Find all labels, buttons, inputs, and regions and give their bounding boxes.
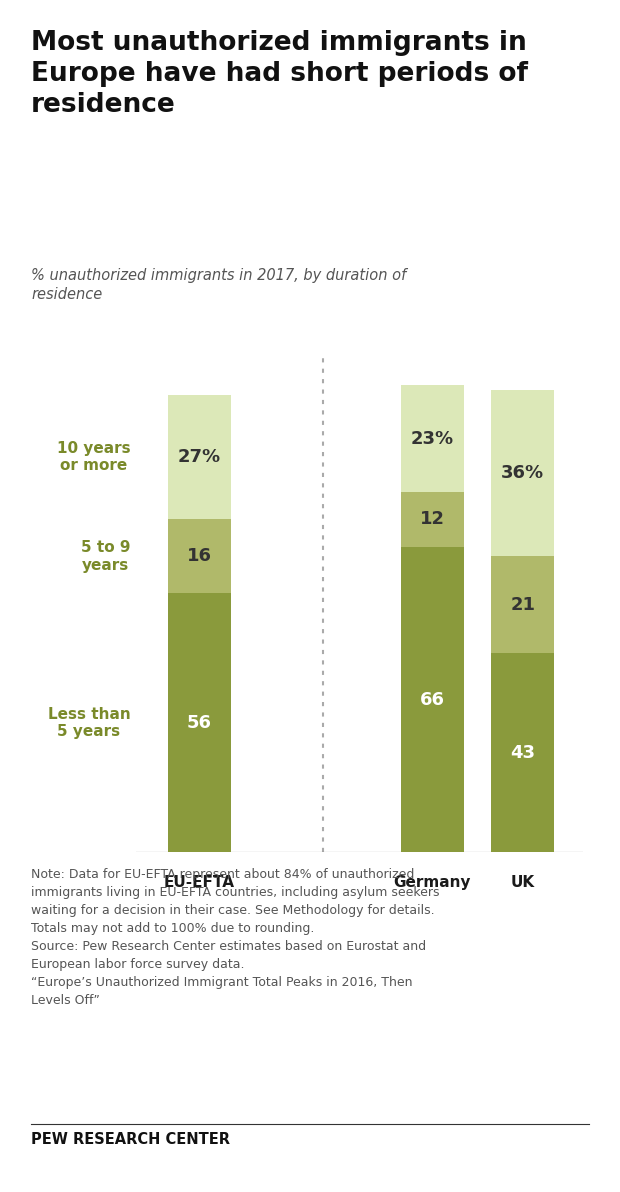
Text: EU-EFTA: EU-EFTA [164,875,235,890]
Text: Germany: Germany [394,875,471,890]
Text: 23%: 23% [411,429,454,447]
Bar [401,385,464,491]
Text: 56: 56 [187,714,212,732]
Text: 27%: 27% [178,448,221,466]
Text: Less than
5 years: Less than 5 years [48,707,130,739]
Text: UK: UK [511,875,534,890]
Text: PEW RESEARCH CENTER: PEW RESEARCH CENTER [31,1132,230,1148]
Text: 21: 21 [510,596,535,614]
Bar [168,520,231,594]
Bar [168,594,231,852]
Text: % unauthorized immigrants in 2017, by duration of
residence: % unauthorized immigrants in 2017, by du… [31,268,406,302]
Text: 10 years
or more: 10 years or more [57,441,130,473]
Bar [491,390,554,557]
Text: Most unauthorized immigrants in
Europe have had short periods of
residence: Most unauthorized immigrants in Europe h… [31,30,528,118]
Text: 5 to 9
years: 5 to 9 years [81,540,130,572]
Text: 12: 12 [420,510,445,528]
Bar [491,557,554,653]
Text: 43: 43 [510,744,535,762]
Text: Note: Data for EU-EFTA represent about 84% of unauthorized
immigrants living in : Note: Data for EU-EFTA represent about 8… [31,868,440,1007]
Text: 16: 16 [187,547,212,565]
Text: 36%: 36% [501,464,544,483]
Bar [168,395,231,520]
Text: 66: 66 [420,690,445,709]
Bar [401,547,464,852]
Bar [401,491,464,547]
Bar [491,653,554,852]
